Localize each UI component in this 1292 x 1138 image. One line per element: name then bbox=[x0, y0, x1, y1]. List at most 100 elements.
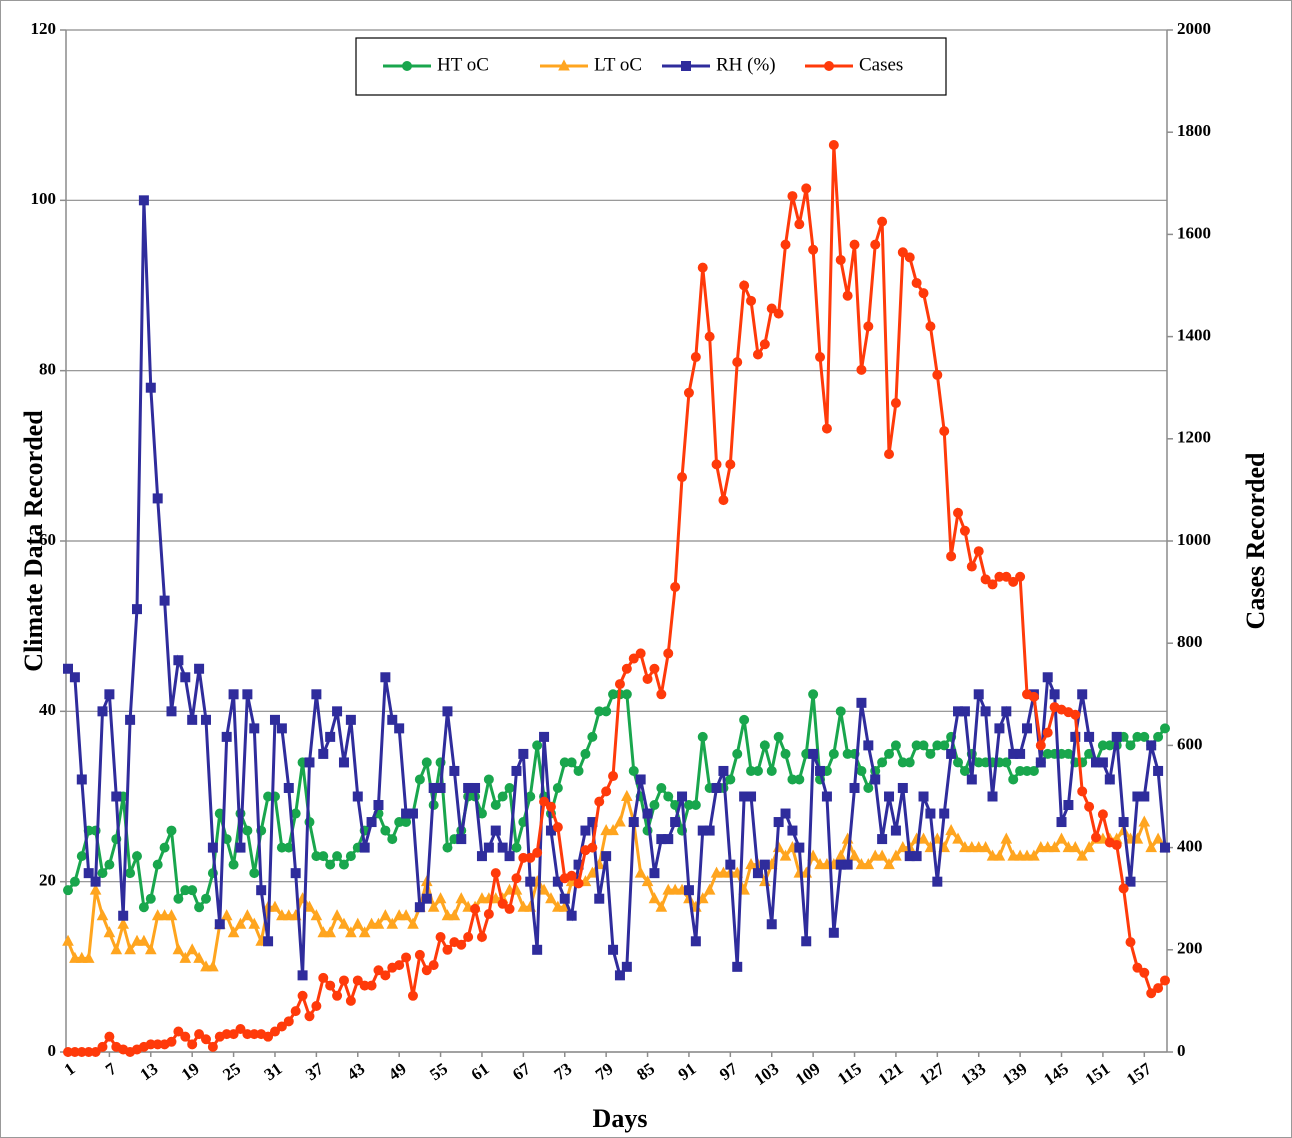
data-point bbox=[849, 239, 860, 250]
y-tick-label: 120 bbox=[31, 19, 57, 38]
x-tick-label: 43 bbox=[343, 1059, 368, 1084]
data-point bbox=[932, 876, 943, 887]
x-tick-label: 55 bbox=[426, 1059, 451, 1084]
data-point bbox=[642, 673, 653, 684]
data-point bbox=[490, 825, 501, 836]
data-point bbox=[959, 525, 970, 536]
data-point bbox=[187, 714, 198, 725]
data-point bbox=[794, 219, 805, 230]
data-point bbox=[228, 689, 239, 700]
data-point bbox=[220, 909, 233, 921]
data-point bbox=[414, 949, 425, 960]
data-point bbox=[725, 859, 736, 870]
data-point bbox=[124, 943, 136, 955]
data-point bbox=[896, 841, 909, 853]
data-point bbox=[1160, 723, 1170, 734]
data-point bbox=[1084, 801, 1095, 812]
data-point bbox=[1070, 709, 1081, 720]
data-point bbox=[104, 689, 115, 700]
y2-tick-label: 0 bbox=[1177, 1041, 1186, 1060]
data-point bbox=[407, 808, 418, 819]
data-point bbox=[1146, 988, 1157, 999]
data-point bbox=[580, 748, 591, 759]
y-tick-label: 20 bbox=[39, 871, 56, 890]
data-point bbox=[952, 832, 964, 844]
data-point bbox=[966, 774, 977, 785]
data-point bbox=[953, 757, 964, 768]
data-point bbox=[1028, 765, 1039, 776]
data-point bbox=[746, 791, 757, 802]
data-point bbox=[808, 748, 819, 759]
data-point bbox=[90, 1047, 101, 1057]
data-point bbox=[325, 859, 336, 870]
data-point bbox=[159, 595, 170, 606]
data-point bbox=[1000, 832, 1013, 844]
data-point bbox=[511, 765, 522, 776]
data-point bbox=[649, 663, 660, 674]
series bbox=[62, 789, 1171, 972]
data-point bbox=[242, 825, 253, 836]
data-point bbox=[82, 951, 95, 963]
data-point bbox=[338, 859, 349, 870]
data-point bbox=[366, 817, 377, 828]
data-point bbox=[1091, 832, 1102, 843]
data-point bbox=[1139, 967, 1150, 978]
data-point bbox=[608, 944, 619, 955]
data-point bbox=[386, 917, 399, 929]
x-tick-label: 145 bbox=[1040, 1059, 1072, 1089]
data-point bbox=[449, 765, 460, 776]
data-point bbox=[76, 851, 87, 862]
data-point bbox=[628, 765, 639, 776]
data-point bbox=[207, 842, 218, 853]
data-point bbox=[655, 900, 668, 912]
data-point bbox=[187, 1039, 198, 1050]
data-point bbox=[276, 723, 287, 734]
data-point bbox=[504, 903, 515, 914]
x-tick-label: 79 bbox=[592, 1059, 617, 1084]
data-point bbox=[104, 1031, 115, 1042]
data-point bbox=[532, 740, 543, 751]
data-point bbox=[69, 672, 80, 683]
data-point bbox=[173, 893, 184, 904]
data-point bbox=[1001, 571, 1012, 582]
data-point bbox=[945, 823, 957, 836]
data-point bbox=[62, 934, 74, 946]
data-point bbox=[704, 825, 715, 836]
data-point bbox=[697, 262, 708, 273]
data-point bbox=[365, 917, 378, 929]
data-point bbox=[808, 244, 819, 255]
data-point bbox=[787, 825, 798, 836]
data-point bbox=[145, 893, 156, 904]
data-point bbox=[690, 352, 701, 363]
data-point bbox=[849, 782, 860, 793]
data-point bbox=[414, 774, 425, 785]
data-point bbox=[739, 714, 750, 725]
data-point bbox=[283, 1016, 294, 1027]
data-point bbox=[1015, 571, 1026, 582]
data-point bbox=[780, 748, 791, 759]
data-point bbox=[656, 782, 667, 793]
data-point bbox=[1041, 841, 1054, 853]
data-point bbox=[979, 841, 992, 853]
legend-label: RH (%) bbox=[716, 54, 776, 75]
data-point bbox=[634, 866, 647, 878]
data-point bbox=[269, 900, 281, 912]
data-point bbox=[200, 1034, 211, 1045]
data-point bbox=[932, 369, 943, 380]
data-point bbox=[890, 398, 901, 409]
y2-tick-label: 1400 bbox=[1177, 326, 1211, 345]
data-point bbox=[884, 449, 895, 460]
data-point bbox=[145, 382, 156, 393]
data-point bbox=[407, 990, 418, 1001]
data-point bbox=[946, 551, 957, 562]
data-point bbox=[200, 714, 211, 725]
data-point bbox=[925, 748, 936, 759]
x-tick-label: 109 bbox=[792, 1059, 824, 1089]
legend-label: Cases bbox=[859, 54, 903, 75]
x-tick-label: 19 bbox=[178, 1059, 203, 1084]
data-point bbox=[448, 909, 461, 921]
data-point bbox=[263, 1031, 274, 1042]
data-point bbox=[90, 876, 101, 887]
data-point bbox=[946, 748, 957, 759]
data-point bbox=[1048, 841, 1061, 853]
